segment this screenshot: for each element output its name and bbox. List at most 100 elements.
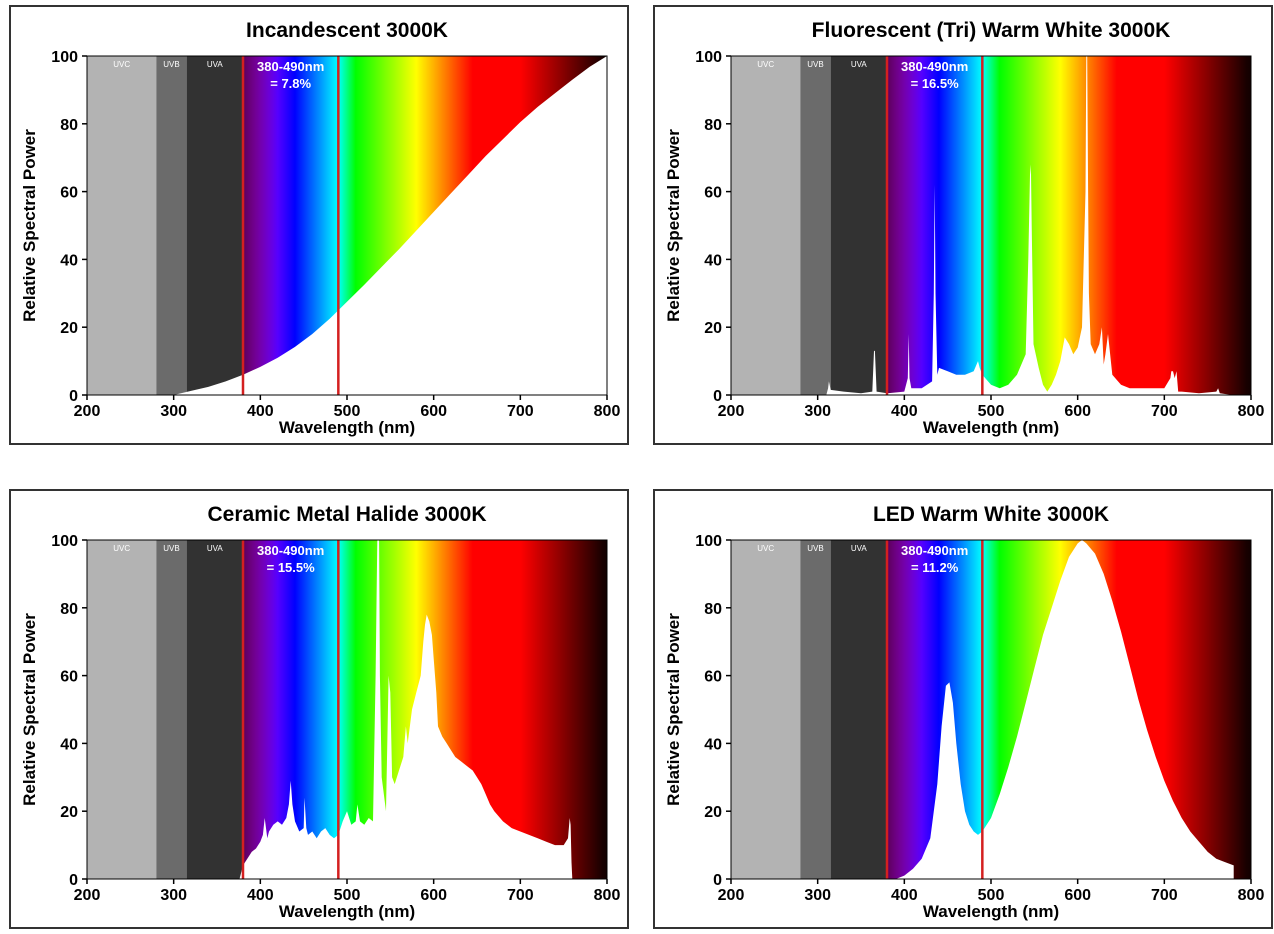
y-tick-label: 80: [60, 117, 78, 134]
y-tick-label: 80: [704, 117, 722, 134]
band-uvc: [731, 56, 801, 395]
band-uva: [186, 540, 243, 879]
spectral-power-area: [173, 56, 607, 395]
y-tick-label: 60: [60, 185, 78, 202]
spectral-power-area: [239, 540, 573, 879]
x-tick-label: 300: [804, 887, 831, 904]
y-tick-label: 20: [60, 804, 78, 821]
ceramic-metal-halide-chart-panel: UVC UVB UVA 380-490nm = 15.5% 0 20 40 60 80 100 200…: [9, 489, 629, 929]
y-tick-label: 80: [60, 601, 78, 618]
x-tick-label: 500: [334, 403, 361, 420]
range-annotation-percent: = 15.5%: [267, 560, 316, 575]
band-uvc: [87, 56, 157, 395]
band-label: UVA: [851, 544, 868, 553]
y-tick-label: 60: [60, 669, 78, 686]
x-tick-label: 200: [718, 403, 745, 420]
chart-title: Incandescent 3000K: [246, 19, 448, 42]
chart-title: Fluorescent (Tri) Warm White 3000K: [812, 19, 1171, 42]
y-tick-label: 0: [713, 388, 722, 405]
x-tick-label: 300: [160, 403, 187, 420]
x-tick-label: 300: [804, 403, 831, 420]
range-annotation-percent: = 16.5%: [911, 76, 960, 91]
band-label: UVC: [113, 60, 130, 69]
x-tick-label: 800: [594, 403, 621, 420]
fluorescent-chart-panel: UVC UVB UVA 380-490nm = 16.5% 0 20 40 60 80 100 200…: [653, 5, 1273, 445]
band-uvb: [800, 540, 831, 879]
range-annotation-label: 380-490nm: [901, 543, 968, 558]
x-tick-label: 800: [1238, 403, 1265, 420]
band-uvc: [731, 540, 801, 879]
band-label: UVB: [807, 544, 823, 553]
range-annotation-percent: = 7.8%: [270, 76, 311, 91]
band-label: UVA: [207, 60, 224, 69]
y-tick-label: 20: [704, 804, 722, 821]
y-axis-label: Relative Spectral Power: [20, 129, 39, 322]
chart-title: Ceramic Metal Halide 3000K: [208, 503, 487, 526]
incandescent-chart-panel: UVC UVB UVA 380-490nm = 7.8% 0 20 40 60 80 100 200 3…: [9, 5, 629, 445]
chart-title: LED Warm White 3000K: [873, 503, 1109, 526]
band-uva: [186, 56, 243, 395]
x-tick-label: 400: [247, 403, 274, 420]
range-annotation-label: 380-490nm: [257, 59, 324, 74]
x-tick-label: 600: [1064, 403, 1091, 420]
x-tick-label: 200: [74, 403, 101, 420]
band-label: UVA: [207, 544, 224, 553]
band-label: UVB: [807, 60, 823, 69]
x-tick-label: 400: [891, 887, 918, 904]
y-tick-label: 100: [695, 533, 722, 550]
band-uvb: [800, 56, 831, 395]
y-tick-label: 60: [704, 185, 722, 202]
band-uvb: [156, 540, 187, 879]
x-tick-label: 400: [891, 403, 918, 420]
band-label: UVC: [757, 60, 774, 69]
y-tick-label: 20: [60, 320, 78, 337]
y-tick-label: 100: [51, 49, 78, 66]
spectrum-chart-svg: UVC UVB UVA 380-490nm = 11.2% 0 20 40 60 80 100 200…: [664, 503, 1265, 921]
y-tick-label: 40: [704, 736, 722, 753]
x-axis-label: Wavelength (nm): [279, 902, 415, 921]
led-chart-panel: UVC UVB UVA 380-490nm = 11.2% 0 20 40 60 80 100 200…: [653, 489, 1273, 929]
visible-spectrum-band: [887, 56, 1251, 395]
band-uva: [830, 56, 887, 395]
y-tick-label: 40: [704, 252, 722, 269]
band-label: UVB: [163, 544, 179, 553]
x-tick-label: 700: [507, 887, 534, 904]
x-tick-label: 400: [247, 887, 274, 904]
y-tick-label: 40: [60, 252, 78, 269]
y-tick-label: 40: [60, 736, 78, 753]
range-annotation-label: 380-490nm: [257, 543, 324, 558]
x-tick-label: 600: [1064, 887, 1091, 904]
band-uvc: [87, 540, 157, 879]
x-tick-label: 200: [74, 887, 101, 904]
range-annotation-percent: = 11.2%: [911, 560, 959, 575]
band-uvb: [156, 56, 187, 395]
band-label: UVB: [163, 60, 179, 69]
range-annotation-label: 380-490nm: [901, 59, 968, 74]
x-tick-label: 800: [594, 887, 621, 904]
x-tick-label: 700: [507, 403, 534, 420]
x-tick-label: 500: [978, 887, 1005, 904]
x-tick-label: 500: [334, 887, 361, 904]
y-tick-label: 80: [704, 601, 722, 618]
band-label: UVA: [851, 60, 868, 69]
spectral-power-area: [895, 540, 1234, 879]
x-axis-label: Wavelength (nm): [923, 418, 1059, 437]
y-tick-label: 100: [695, 49, 722, 66]
y-tick-label: 20: [704, 320, 722, 337]
x-tick-label: 800: [1238, 887, 1265, 904]
x-axis-label: Wavelength (nm): [279, 418, 415, 437]
x-tick-label: 600: [420, 887, 447, 904]
x-tick-label: 500: [978, 403, 1005, 420]
spectral-power-area: [826, 56, 1234, 395]
spectrum-chart-svg: UVC UVB UVA 380-490nm = 7.8% 0 20 40 60 80 100 200 3…: [20, 19, 621, 437]
y-tick-label: 0: [69, 872, 78, 889]
x-tick-label: 600: [420, 403, 447, 420]
spectrum-chart-svg: UVC UVB UVA 380-490nm = 15.5% 0 20 40 60 80 100 200…: [20, 503, 621, 921]
x-tick-label: 300: [160, 887, 187, 904]
y-tick-label: 0: [713, 872, 722, 889]
y-axis-label: Relative Spectral Power: [664, 613, 683, 806]
x-tick-label: 700: [1151, 403, 1178, 420]
band-label: UVC: [757, 544, 774, 553]
y-tick-label: 0: [69, 388, 78, 405]
band-label: UVC: [113, 544, 130, 553]
